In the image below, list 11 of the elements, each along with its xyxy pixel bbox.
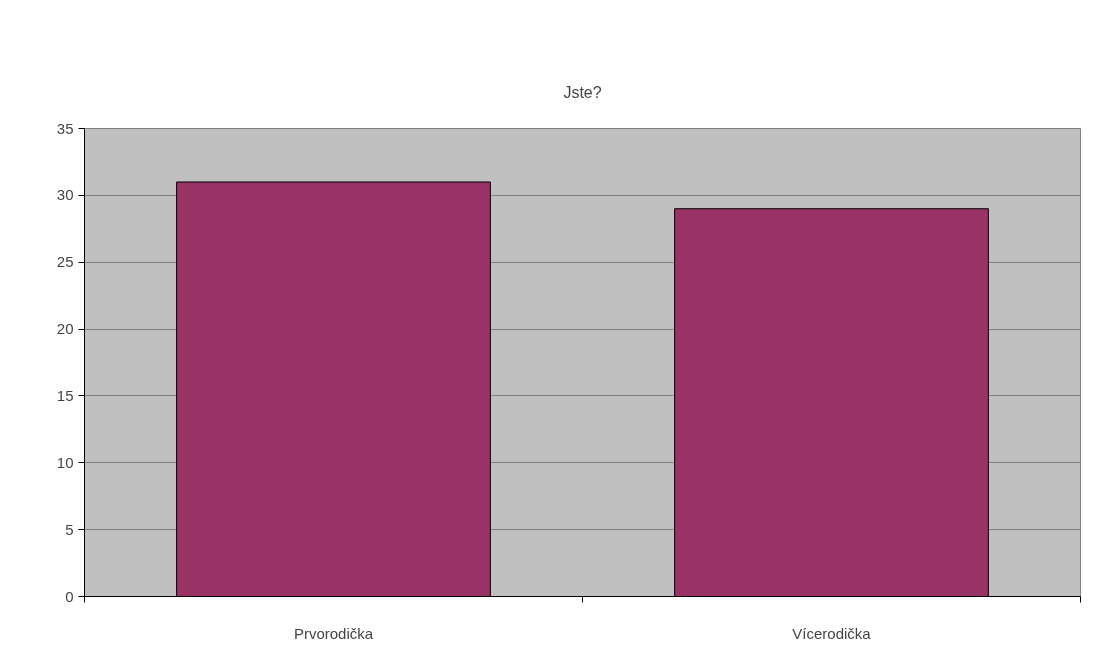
y-tick-label: 15 (56, 386, 74, 404)
y-tick-label: 10 (56, 453, 74, 471)
y-tick-label: 30 (56, 186, 74, 204)
y-tick-label: 25 (56, 253, 74, 271)
y-tick-label: 0 (65, 587, 74, 605)
chart-title: Jste? (563, 84, 602, 101)
y-tick-label: 5 (65, 520, 74, 538)
x-tick-label: Prvorodička (293, 624, 374, 642)
x-tick-label: Vícerodička (792, 624, 872, 642)
y-tick-label: 35 (56, 119, 74, 137)
y-tick-label: 20 (56, 320, 74, 338)
